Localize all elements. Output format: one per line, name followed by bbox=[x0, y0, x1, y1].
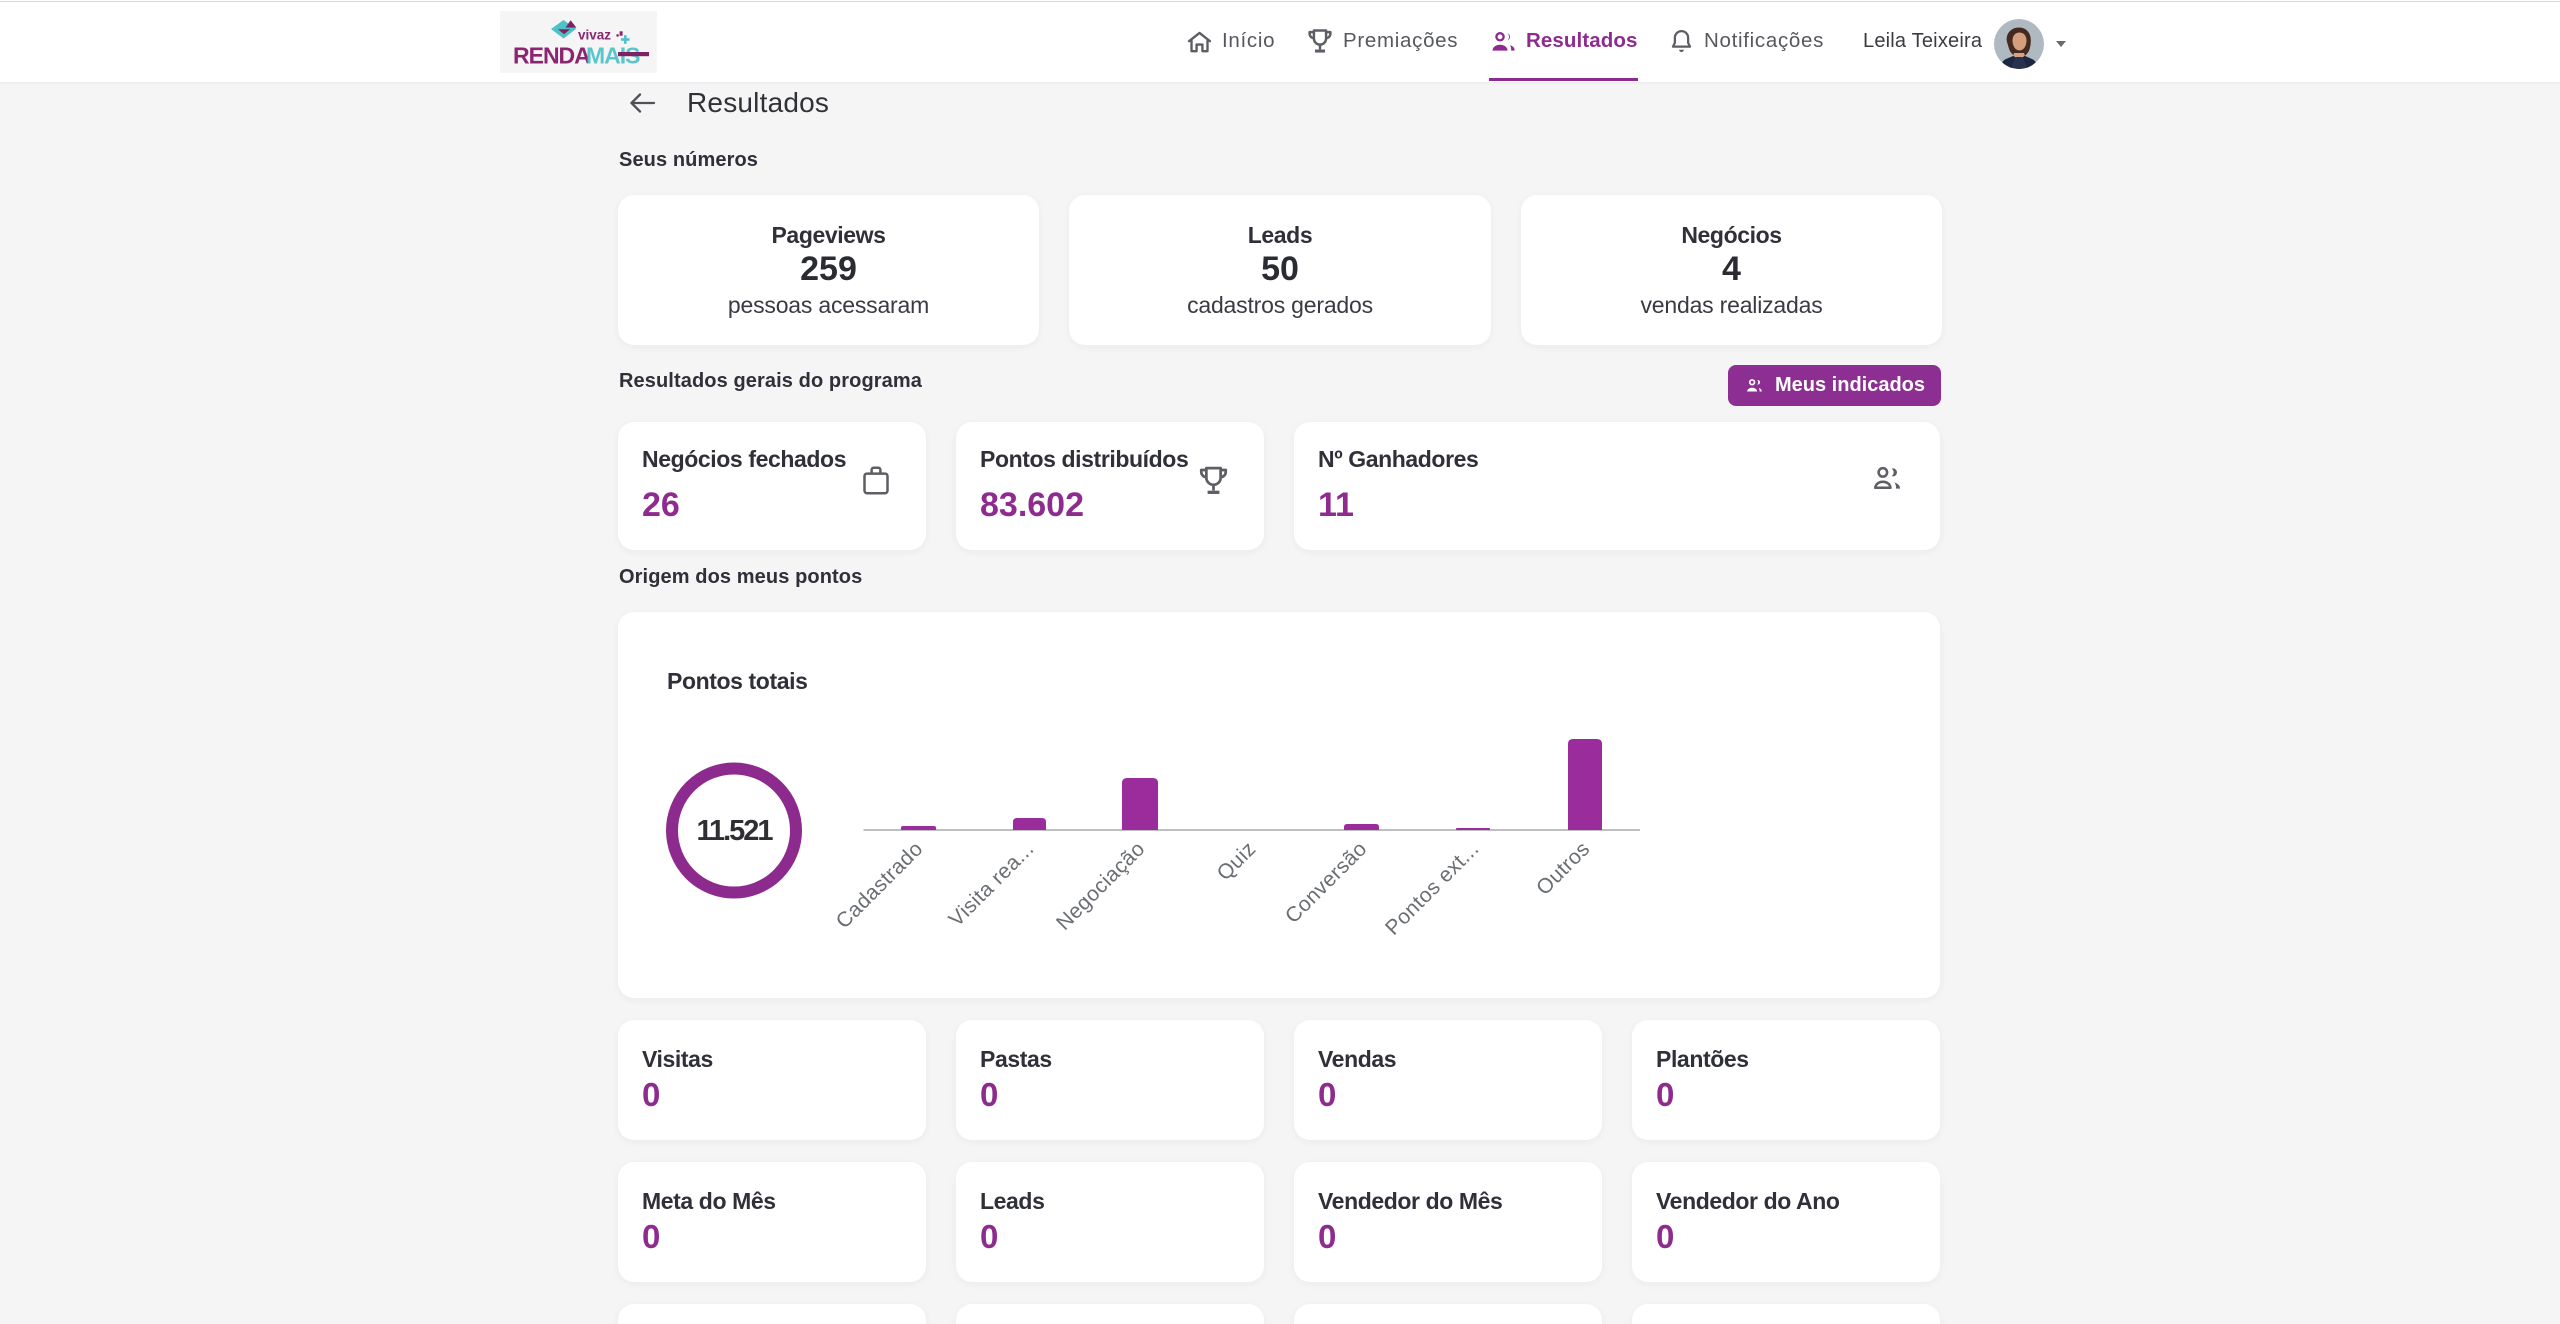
svg-text:vivaz: vivaz bbox=[578, 28, 611, 43]
svg-text:Cadastrado: Cadastrado bbox=[832, 837, 928, 933]
svg-text:Visita rea...: Visita rea... bbox=[945, 837, 1039, 931]
svg-text:RENDA: RENDA bbox=[513, 43, 590, 69]
svg-text:Outros: Outros bbox=[1532, 837, 1595, 900]
svg-text:Quiz: Quiz bbox=[1213, 837, 1261, 885]
svg-text:Conversão: Conversão bbox=[1281, 837, 1372, 928]
svg-text:Pontos ext...: Pontos ext... bbox=[1381, 837, 1483, 939]
svg-text:Negociação: Negociação bbox=[1052, 837, 1150, 935]
svg-text:11.521: 11.521 bbox=[696, 815, 773, 847]
